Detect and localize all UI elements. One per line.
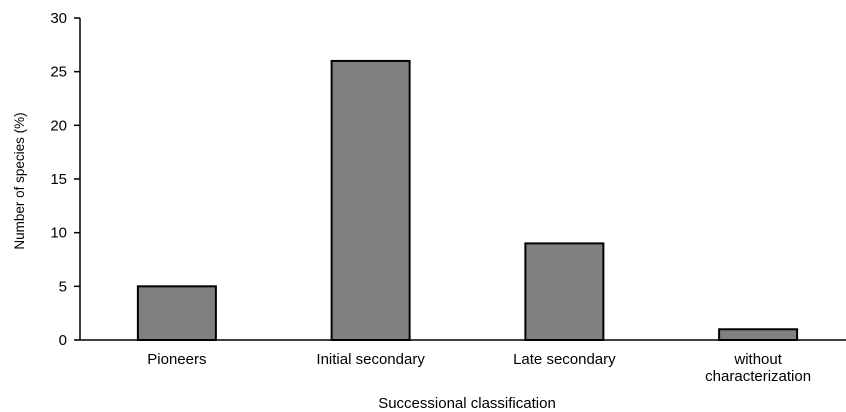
- bar-0: [136, 285, 217, 342]
- plot-area: 0 5 10 15 20 25 30 Pioneers Initial secondary Lat…: [50, 10, 846, 385]
- bar-3: [718, 328, 799, 341]
- x-axis-title: Successional classification: [378, 395, 556, 412]
- x-tick-label-2: Late secondary: [513, 351, 616, 368]
- y-tick-label-2: 10: [50, 225, 67, 242]
- bar-1: [330, 59, 411, 342]
- x-tick-label-0: Pioneers: [147, 351, 206, 368]
- y-tick-label-5: 25: [50, 64, 67, 81]
- y-tick-label-3: 15: [50, 171, 67, 188]
- x-tick-label-1: Initial secondary: [316, 351, 425, 368]
- y-tick-label-6: 30: [50, 10, 67, 27]
- y-tick-label-4: 20: [50, 117, 67, 134]
- y-tick-label-1: 5: [59, 278, 67, 295]
- y-axis-title: Number of species (%): [12, 112, 27, 249]
- y-tick-label-0: 0: [59, 332, 67, 349]
- bar-2: [524, 242, 605, 341]
- x-tick-label-3: without characterization: [705, 351, 811, 385]
